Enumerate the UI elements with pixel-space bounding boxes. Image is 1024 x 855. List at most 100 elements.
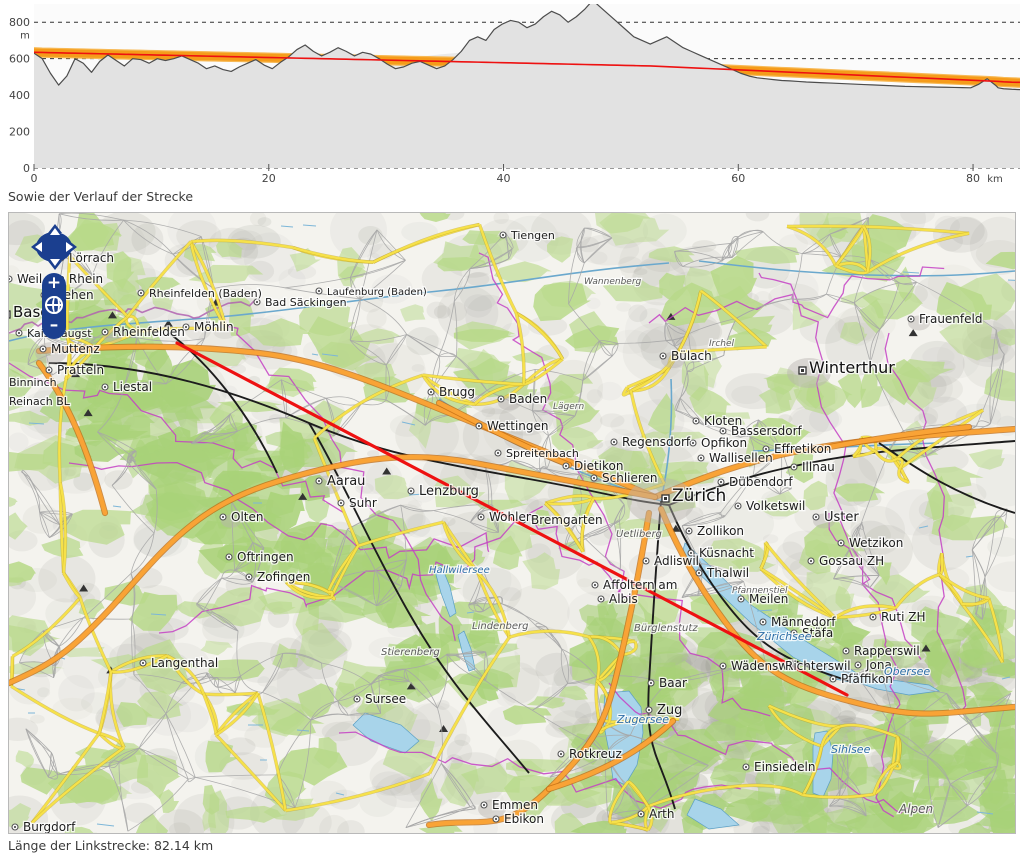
svg-text:800: 800: [9, 16, 30, 29]
map-label-baden: Baden: [509, 392, 547, 406]
svg-text:40: 40: [497, 172, 511, 185]
map-label-stierenberg: Stierenberg: [381, 647, 440, 658]
map-label-effretikon: Effretikon: [774, 442, 831, 456]
map-label-ruti-zh: Ruti ZH: [881, 610, 926, 624]
map-label-olten: Olten: [231, 510, 263, 524]
map-label-wannenberg: Wannenberg: [584, 277, 642, 287]
map-label-pfannenstiel: Pfannenstiel: [732, 586, 788, 596]
map-label-illnau: Illnau: [802, 460, 835, 474]
pan-control[interactable]: [31, 223, 77, 271]
map-label-obersee: Obersee: [884, 665, 930, 678]
map-label-wallisellen: Wallisellen: [709, 451, 773, 465]
map-label-langenthal: Langenthal: [151, 656, 218, 670]
map-label-muttenz: Muttenz: [51, 342, 100, 356]
map-label-oftringen: Oftringen: [237, 550, 294, 564]
map-label-burgdorf: Burgdorf: [23, 820, 76, 833]
svg-text:600: 600: [9, 53, 30, 66]
map-route-line[interactable]: [175, 341, 849, 697]
chart-x-axis: 0 20 40 60 80 km: [31, 164, 1003, 185]
map-label-lenzburg: Lenzburg: [419, 484, 479, 499]
svg-text:m: m: [20, 30, 30, 41]
map-label-zug: Zug: [657, 703, 682, 718]
chart-direct-line-series: [34, 51, 1020, 84]
map-place-markers: [9, 231, 915, 831]
svg-text:80: 80: [966, 172, 980, 185]
pan-left-glyph-icon[interactable]: [35, 242, 42, 252]
map-label-bremgarten: Bremgarten: [531, 513, 603, 527]
map-label-pf-ffikon: Pfäffikon: [841, 672, 893, 686]
map-label-brugg: Brugg: [439, 385, 475, 399]
svg-text:0: 0: [23, 162, 30, 175]
elevation-profile-panel: 0 200 400 600 800 m 0 20 40 60 80 km: [0, 0, 1024, 186]
pan-down-glyph-icon[interactable]: [50, 259, 60, 266]
map-label-thalwil: Thalwil: [706, 566, 749, 580]
map-label-bad-s-ckingen: Bad Säckingen: [265, 296, 347, 309]
map-label-volketswil: Volketswil: [746, 499, 805, 513]
map-label-bassersdorf: Bassersdorf: [731, 424, 803, 438]
map-label-wettingen: Wettingen: [487, 419, 549, 433]
map-label-z-rich: Zürich: [672, 486, 726, 506]
map-label-rheinfelden: Rheinfelden: [113, 325, 185, 339]
map-label-opfikon: Opfikon: [701, 436, 747, 450]
map-label-reinach-bl: Reinach BL: [9, 395, 71, 408]
chart-terrain-series: [34, 4, 1020, 168]
map-label-aarau: Aarau: [327, 474, 365, 489]
map-caption: Länge der Linkstrecke: 82.14 km: [8, 838, 214, 853]
map-railways: [48, 332, 1015, 810]
map-label-lindenberg: Lindenberg: [472, 621, 528, 632]
map-label-suhr: Suhr: [349, 496, 377, 510]
map-label-sursee: Sursee: [365, 692, 406, 706]
pan-up-glyph-icon[interactable]: [50, 228, 60, 235]
svg-text:400: 400: [9, 89, 30, 102]
map-label-baar: Baar: [659, 676, 687, 690]
map-label-w-denswil: Wädenswil: [731, 659, 795, 673]
map-label-affoltern-am: Affoltern am: [603, 578, 677, 592]
map-label-zofingen: Zofingen: [257, 570, 310, 584]
map-label-irchel: Irchel: [709, 339, 735, 349]
map-label-regensdorf: Regensdorf: [622, 435, 691, 449]
map-label-spreitenbach: Spreitenbach: [506, 447, 579, 460]
map-label-frauenfeld: Frauenfeld: [919, 312, 982, 326]
zoom-out-button[interactable]: –: [49, 315, 59, 335]
map-main-roads: [9, 222, 1005, 832]
map-label-albis: Albis: [609, 592, 638, 606]
map-label-d-bendorf: Dübendorf: [729, 475, 793, 489]
map-label-kloten: Kloten: [704, 414, 742, 428]
zoom-in-button[interactable]: +: [46, 273, 62, 293]
map-label-b-lach: Bülach: [671, 349, 712, 363]
map-label-dietikon: Dietikon: [574, 459, 623, 473]
pan-right-glyph-icon[interactable]: [66, 242, 73, 252]
map-controls[interactable]: + –: [31, 223, 77, 339]
map-label-uster: Uster: [824, 510, 859, 525]
svg-text:200: 200: [9, 126, 30, 139]
map-motorways: [9, 343, 1015, 829]
map-label-laufenburg-baden-: Laufenburg (Baden): [327, 287, 427, 298]
map-label-rapperswil: Rapperswil: [854, 644, 920, 658]
map-label-zugersee: Zugersee: [616, 713, 669, 726]
map-label-binninch: Binninch: [9, 376, 57, 389]
map-label-gossau-zh: Gossau ZH: [819, 554, 884, 568]
zoom-control[interactable]: + –: [42, 273, 66, 339]
map-label-jona: Jona: [865, 658, 892, 672]
map-label-rheinfelden-baden-: Rheinfelden (Baden): [149, 287, 262, 300]
map-label-zollikon: Zollikon: [697, 524, 744, 538]
globe-icon[interactable]: [45, 296, 63, 314]
map-label-meilen: Meilen: [749, 592, 788, 606]
map-label-einsiedeln: Einsiedeln: [754, 760, 815, 774]
map-label-m-hlin: Möhlin: [194, 320, 234, 334]
map-label-schlieren: Schlieren: [602, 471, 658, 485]
map-label-sihlsee: Sihlsee: [831, 743, 871, 756]
map-label-wetzikon: Wetzikon: [849, 536, 903, 550]
map-label-l-rrach: Lörrach: [69, 251, 114, 265]
map-label-z-richsee: Zürichsee: [756, 630, 812, 643]
map-label-richterswil: Richterswil: [785, 659, 851, 673]
map-label-k-snacht: Küsnacht: [699, 546, 754, 560]
svg-text:60: 60: [731, 172, 745, 185]
map-label-m-nnedorf: Männedorf: [771, 615, 836, 629]
